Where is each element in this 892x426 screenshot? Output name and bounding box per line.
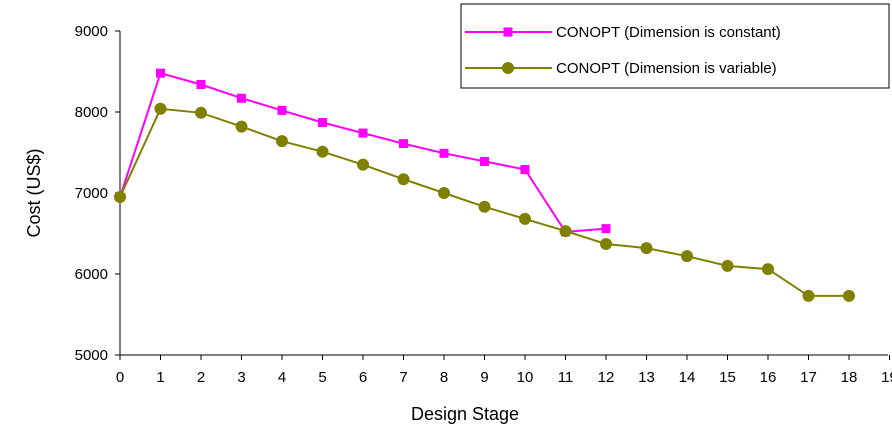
data-point-circle [802, 289, 815, 302]
x-tick-label: 19 [881, 369, 892, 386]
data-point-square [480, 156, 489, 166]
x-tick-label: 12 [598, 369, 615, 386]
y-tick-label: 8000 [75, 104, 108, 121]
x-ticks: 012345678910111213141516171819 [116, 355, 892, 386]
data-point-square [358, 128, 368, 138]
data-point-square [277, 105, 287, 115]
data-point-circle [397, 173, 410, 186]
data-point-circle [478, 200, 491, 213]
series-line [119, 71, 607, 233]
x-tick-label: 14 [679, 369, 696, 386]
x-tick-label: 15 [719, 369, 736, 386]
x-tick-label: 10 [517, 369, 534, 386]
legend: CONOPT (Dimension is constant) CONOPT (D… [460, 3, 890, 89]
data-point-circle [316, 145, 329, 158]
data-point-circle [762, 263, 774, 276]
y-axis-title: Cost (US$) [24, 148, 44, 237]
data-point-circle [235, 120, 248, 133]
x-axis-title: Design Stage [411, 404, 519, 424]
series-0 [115, 68, 611, 237]
data-point-circle [519, 212, 531, 225]
x-tick-label: 6 [359, 369, 367, 386]
data-point-square [237, 93, 246, 103]
data-point-square [156, 68, 165, 78]
data-point-square [439, 148, 449, 158]
data-point-circle [681, 250, 693, 263]
data-point-square [601, 224, 611, 234]
y-tick-label: 5000 [75, 347, 108, 364]
y-tick-label: 6000 [75, 266, 108, 283]
x-tick-label: 17 [800, 369, 817, 386]
y-ticks: 5000 6000 7000 8000 9000 [75, 23, 120, 364]
data-point-circle [721, 259, 734, 272]
data-point-circle [276, 135, 288, 148]
data-point-circle [357, 158, 369, 171]
series-layer [114, 68, 855, 302]
x-tick-label: 1 [156, 369, 164, 386]
data-point-circle [843, 289, 855, 302]
legend-marker-variable [502, 62, 514, 74]
data-point-circle [600, 238, 612, 251]
x-tick-label: 7 [399, 369, 407, 386]
data-point-circle [640, 242, 653, 255]
data-point-square [318, 118, 327, 128]
x-tick-label: 0 [116, 369, 124, 386]
data-point-circle [114, 191, 126, 204]
data-point-square [399, 139, 408, 149]
y-tick-label: 7000 [75, 185, 108, 202]
series-1 [114, 102, 855, 302]
x-tick-label: 9 [480, 369, 488, 386]
legend-label-constant: CONOPT (Dimension is constant) [556, 24, 781, 41]
x-tick-label: 3 [237, 369, 245, 386]
legend-label-variable: CONOPT (Dimension is variable) [556, 60, 777, 77]
x-tick-label: 11 [558, 369, 574, 386]
data-point-circle [438, 187, 450, 199]
data-point-circle [559, 225, 572, 238]
data-point-circle [154, 102, 167, 115]
data-point-circle [195, 106, 207, 119]
x-tick-label: 18 [841, 369, 858, 386]
y-tick-label: 9000 [75, 23, 108, 40]
data-point-square [520, 165, 530, 175]
legend-box [460, 3, 890, 89]
legend-marker-constant [503, 27, 513, 37]
x-tick-label: 2 [197, 369, 205, 386]
x-tick-label: 8 [440, 369, 448, 386]
x-tick-label: 5 [318, 369, 326, 386]
x-tick-label: 16 [760, 369, 777, 386]
x-tick-label: 4 [278, 369, 286, 386]
x-tick-label: 13 [638, 369, 655, 386]
data-point-square [196, 79, 206, 89]
